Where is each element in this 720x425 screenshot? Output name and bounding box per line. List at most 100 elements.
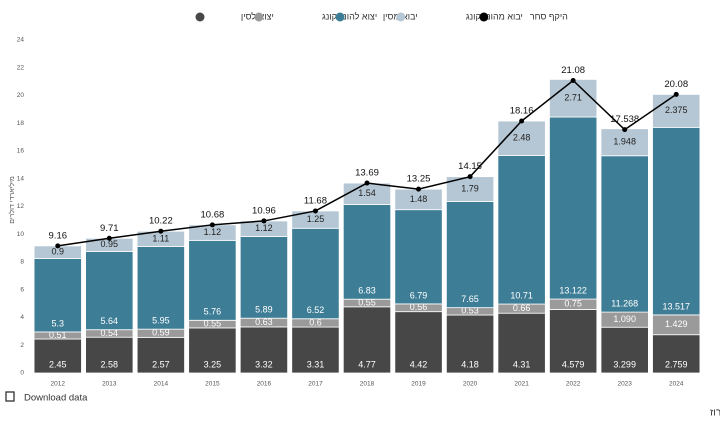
value-label: 0.55 bbox=[358, 297, 376, 307]
value-label: 1.25 bbox=[307, 214, 325, 224]
line-point bbox=[570, 78, 576, 84]
bar-segment bbox=[136, 336, 185, 374]
value-label: 3.31 bbox=[307, 359, 325, 369]
legend-swatch bbox=[195, 12, 205, 22]
value-label: 0.56 bbox=[410, 302, 428, 312]
line-value-label: 18.16 bbox=[510, 106, 534, 117]
bar-segment bbox=[652, 126, 701, 316]
y-axis-label: מיליארדי דולרים bbox=[8, 176, 16, 224]
download-button[interactable]: Download data bbox=[5, 391, 88, 404]
value-label: 5.89 bbox=[255, 305, 273, 315]
line-value-label: 21.08 bbox=[561, 65, 585, 76]
value-label: 0.59 bbox=[152, 328, 170, 338]
y-tick-label: 16 bbox=[17, 148, 25, 155]
line-value-label: 20.08 bbox=[664, 79, 688, 90]
x-tick-label: 2016 bbox=[257, 381, 272, 388]
value-label: 2.45 bbox=[49, 359, 67, 369]
value-label: 0.66 bbox=[513, 303, 531, 313]
line-point bbox=[364, 180, 370, 186]
x-tick-label: 2022 bbox=[566, 381, 581, 388]
value-label: 2.58 bbox=[101, 359, 119, 369]
value-label: 5.64 bbox=[101, 316, 119, 326]
line-point bbox=[158, 228, 164, 234]
download-label[interactable]: Download data bbox=[24, 393, 88, 404]
bar-segment bbox=[85, 251, 134, 331]
bar-segment bbox=[652, 334, 701, 374]
line-value-label: 10.22 bbox=[149, 216, 173, 227]
source-note: נתונים: הלמ״ס; עיבוד וניתוח: גיון קרוז bbox=[710, 407, 720, 419]
value-label: 0.51 bbox=[49, 330, 67, 340]
value-label: 4.31 bbox=[513, 359, 531, 369]
value-label: 1.54 bbox=[358, 188, 376, 198]
line-value-label: 14.15 bbox=[458, 161, 482, 172]
bar-segment bbox=[394, 209, 443, 305]
line-point bbox=[519, 118, 525, 124]
line-value-label: 10.68 bbox=[200, 209, 224, 220]
x-tick-label: 2018 bbox=[360, 381, 375, 388]
bar-segment bbox=[600, 155, 649, 313]
value-label: 11.268 bbox=[611, 298, 638, 308]
value-label: 2.48 bbox=[513, 133, 531, 143]
value-label: 0.95 bbox=[101, 239, 119, 249]
value-label: 6.83 bbox=[358, 286, 376, 296]
bar-segment bbox=[239, 236, 289, 319]
line-point bbox=[312, 208, 318, 214]
bar-segment bbox=[549, 116, 598, 300]
value-label: 6.52 bbox=[307, 305, 325, 315]
value-label: 5.76 bbox=[204, 307, 222, 317]
line-point bbox=[416, 186, 422, 192]
x-tick-label: 2013 bbox=[102, 381, 117, 388]
download-icon bbox=[5, 391, 15, 402]
line-point bbox=[261, 218, 267, 224]
y-tick-label: 4 bbox=[20, 314, 24, 321]
bar-segment bbox=[600, 326, 649, 374]
value-label: 4.579 bbox=[562, 359, 585, 369]
value-label: 1.948 bbox=[613, 137, 636, 147]
line-value-label: 9.16 bbox=[49, 230, 68, 241]
x-tick-label: 2023 bbox=[617, 381, 632, 388]
line-point bbox=[673, 91, 679, 97]
y-tick-label: 20 bbox=[17, 92, 25, 99]
value-label: 1.11 bbox=[152, 233, 169, 243]
value-label: 1.12 bbox=[255, 223, 273, 233]
legend-item[interactable]: היקף סחר bbox=[479, 11, 568, 22]
value-label: 3.299 bbox=[613, 359, 636, 369]
bar-segment bbox=[497, 120, 546, 156]
value-label: 0.9 bbox=[52, 247, 65, 257]
value-label: 4.77 bbox=[358, 359, 376, 369]
value-label: 0.53 bbox=[461, 306, 479, 316]
bar-segment bbox=[445, 201, 495, 309]
y-tick-label: 0 bbox=[20, 370, 24, 377]
value-label: 1.429 bbox=[665, 319, 688, 329]
value-label: 4.18 bbox=[461, 359, 479, 369]
bar-segment bbox=[85, 336, 134, 374]
value-label: 6.79 bbox=[410, 290, 428, 300]
y-tick-label: 12 bbox=[17, 203, 25, 210]
x-tick-label: 2024 bbox=[669, 381, 684, 388]
line-value-label: 10.96 bbox=[252, 205, 276, 216]
x-tick-label: 2019 bbox=[411, 381, 426, 388]
value-label: 0.6 bbox=[309, 317, 322, 327]
bar-segment bbox=[239, 326, 289, 374]
value-label: 2.759 bbox=[665, 359, 688, 369]
legend-item[interactable]: יצוא להונג קונג bbox=[254, 11, 377, 22]
line-value-label: 11.68 bbox=[304, 195, 327, 206]
x-tick-label: 2020 bbox=[463, 381, 478, 388]
value-label: 3.25 bbox=[204, 359, 222, 369]
legend-item[interactable]: יבוא מהונג קונג bbox=[396, 11, 523, 22]
line-value-label: 9.71 bbox=[100, 223, 119, 234]
x-tick-label: 2014 bbox=[154, 381, 169, 388]
value-label: 3.32 bbox=[255, 359, 273, 369]
bar-segment bbox=[600, 128, 649, 157]
bar-segment bbox=[136, 246, 185, 330]
value-label: 0.54 bbox=[101, 328, 119, 338]
value-label: 0.75 bbox=[564, 299, 582, 309]
value-label: 2.375 bbox=[665, 105, 688, 115]
legend-swatch bbox=[335, 12, 345, 22]
x-tick-label: 2017 bbox=[308, 381, 323, 388]
line-point bbox=[622, 127, 628, 133]
bar-segment bbox=[497, 155, 546, 305]
bar-segment bbox=[445, 314, 495, 374]
